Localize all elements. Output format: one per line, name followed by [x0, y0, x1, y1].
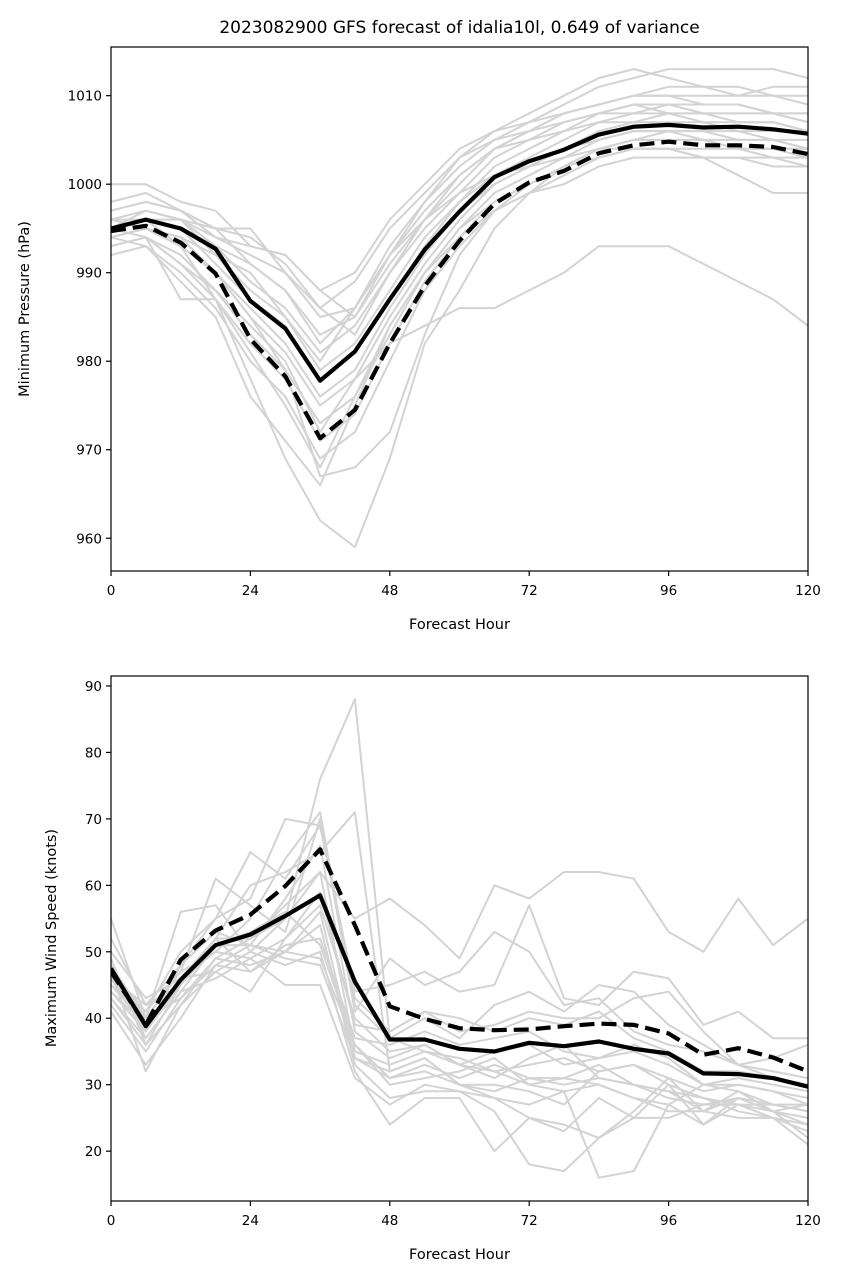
- wind-y-tick-label: 40: [85, 1011, 102, 1027]
- wind-y-tick-label: 50: [85, 945, 102, 961]
- wind-y-axis-label: Maximum Wind Speed (knots): [44, 829, 60, 1047]
- wind-y-tick-label: 90: [85, 679, 102, 695]
- pressure-dashed-line: [111, 139, 808, 441]
- pressure-panel: 2023082900 GFS forecast of idalia10l, 0.…: [17, 18, 821, 633]
- pressure-ensemble-member-line-17: [111, 147, 808, 363]
- pressure-y-ticks: 960 970 980 990 1000 1010: [68, 89, 111, 547]
- pressure-y-tick-label: 990: [76, 266, 102, 282]
- wind-y-tick-label: 20: [85, 1144, 102, 1160]
- wind-x-tick-label: 96: [660, 1213, 677, 1229]
- wind-ensemble-member-line-14: [111, 937, 808, 1106]
- wind-panel: 0 24 48 72 96 120 20 30 40 50 60 70 80 90 Forecast H…: [44, 675, 821, 1263]
- pressure-x-tick-label: 96: [660, 583, 677, 599]
- wind-y-tick-label: 60: [85, 878, 102, 894]
- wind-solid-line: [111, 893, 808, 1089]
- pressure-x-tick-label: 72: [521, 583, 538, 599]
- pressure-ensemble-member-line-1: [111, 68, 808, 318]
- pressure-x-tick-label: 48: [381, 583, 398, 599]
- wind-y-tick-label: 80: [85, 745, 102, 761]
- wind-x-tick-label: 120: [795, 1213, 821, 1229]
- wind-ensemble-member-line-9: [111, 910, 808, 1113]
- wind-y-tick-label: 70: [85, 812, 102, 828]
- pressure-x-tick-label: 24: [242, 583, 259, 599]
- wind-ensemble-member-line-8: [111, 871, 808, 1099]
- pressure-y-tick-label: 960: [76, 531, 102, 547]
- pressure-y-tick-label: 970: [76, 443, 102, 459]
- wind-ensemble-member-line-13: [111, 950, 808, 1179]
- wind-y-ticks: 20 30 40 50 60 70 80 90: [85, 679, 111, 1160]
- wind-ensemble-member-line-5: [111, 817, 808, 1066]
- wind-x-ticks: 0 24 48 72 96 120: [107, 1201, 821, 1229]
- wind-ensemble-member-line-4: [111, 824, 808, 1040]
- wind-dashed-line: [111, 847, 808, 1074]
- pressure-ensemble-member-line-14: [111, 138, 808, 549]
- pressure-axes-frame: [110, 46, 809, 572]
- pressure-ensemble-member-line-15: [111, 130, 808, 478]
- wind-x-tick-label: 0: [107, 1213, 116, 1229]
- pressure-y-tick-label: 1000: [68, 177, 102, 193]
- wind-x-tick-label: 72: [521, 1213, 538, 1229]
- pressure-solid-line: [111, 122, 808, 383]
- chart-title: 2023082900 GFS forecast of idalia10l, 0.…: [219, 18, 699, 38]
- pressure-x-tick-label: 0: [107, 583, 116, 599]
- wind-ensemble-member-line-18: [111, 904, 808, 1113]
- pressure-ensemble-member-line-16: [111, 236, 808, 433]
- pressure-ensemble-member-line-20: [111, 112, 808, 345]
- pressure-y-axis-label: Minimum Pressure (hPa): [17, 221, 33, 397]
- pressure-y-tick-label: 980: [76, 354, 102, 370]
- wind-ensemble-member-line-11: [111, 950, 808, 1153]
- pressure-x-tick-label: 120: [795, 583, 821, 599]
- pressure-ensemble-member-line-2: [111, 94, 808, 336]
- pressure-x-ticks: 0 24 48 72 96 120: [107, 571, 821, 599]
- wind-ensemble-member-line-12: [111, 957, 808, 1173]
- pressure-ensemble-member-line-6: [111, 112, 808, 380]
- wind-x-axis-label: Forecast Hour: [409, 1247, 510, 1263]
- wind-plot-area: [111, 698, 808, 1179]
- wind-y-tick-label: 30: [85, 1078, 102, 1094]
- pressure-y-tick-label: 1010: [68, 89, 102, 105]
- wind-x-tick-label: 48: [381, 1213, 398, 1229]
- pressure-ensemble-member-line-12: [111, 156, 808, 469]
- wind-axes-frame: [110, 675, 809, 1202]
- wind-x-tick-label: 24: [242, 1213, 259, 1229]
- pressure-plot-area: [111, 68, 808, 549]
- wind-ensemble-member-line-2: [111, 871, 808, 1000]
- pressure-x-axis-label: Forecast Hour: [409, 617, 510, 633]
